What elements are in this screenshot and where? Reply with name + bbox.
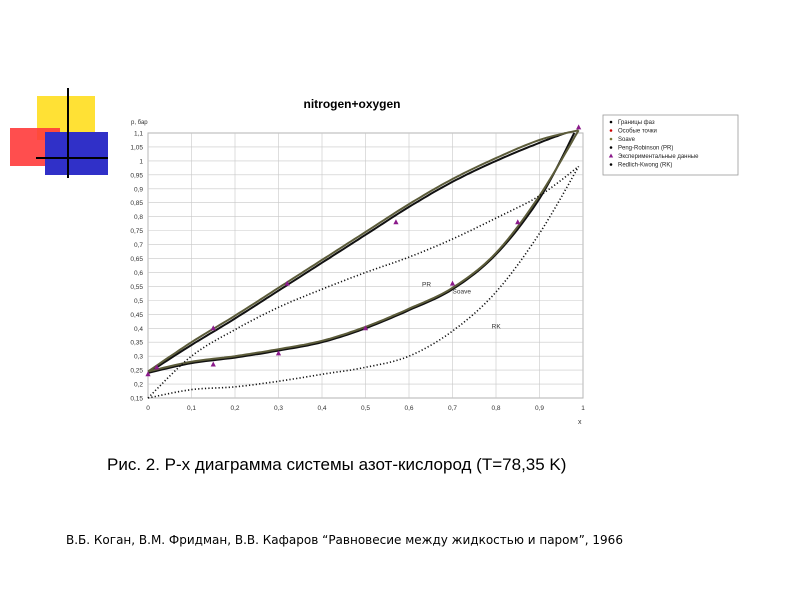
x-tick-label: 0	[146, 405, 150, 412]
pressure-composition-chart: nitrogen+oxygen p, бар x 0 0,1 0,2 0,3 0,4 0,…	[130, 97, 739, 426]
y-tick-label: 0,9	[134, 186, 143, 193]
source-reference: В.Б. Коган, В.М. Фридман, В.В. Кафаров “…	[66, 533, 623, 547]
annotation-soave: Soave	[453, 288, 472, 295]
y-axis-label: p, бар	[131, 120, 148, 126]
y-tick-label: 0,65	[130, 256, 143, 263]
legend-label: Soave	[618, 137, 636, 143]
y-tick-label: 1,1	[134, 131, 143, 138]
series-soave-bubble-curve	[147, 129, 579, 373]
legend-marker	[608, 153, 614, 158]
experimental-points	[145, 124, 582, 377]
y-tick-label: 0,35	[130, 340, 143, 347]
legend-marker	[609, 163, 613, 166]
series-pr-bubble-curve	[147, 132, 566, 374]
x-tick-label: 0,9	[535, 405, 544, 412]
y-tick-label: 0,45	[130, 312, 143, 319]
x-tick-label: 0,8	[491, 405, 500, 412]
x-tick-label: 0,7	[448, 405, 457, 412]
legend-label: Границы фаз	[618, 120, 655, 126]
legend: Границы фаз Особые точки Soave Peng-Robinso…	[602, 114, 739, 176]
legend-box	[602, 114, 739, 176]
experimental-point	[393, 219, 399, 225]
y-tick-label: 0,6	[134, 270, 143, 277]
annotation-pr: PR	[422, 281, 431, 288]
series-rk-bubble-curve	[147, 165, 580, 399]
y-tick-label: 0,15	[130, 396, 143, 403]
decor-vertical-line	[67, 88, 69, 178]
y-tick-label: 0,3	[134, 354, 143, 361]
experimental-point	[284, 280, 290, 286]
decor-blue-square	[45, 132, 108, 175]
experimental-point	[275, 350, 282, 356]
legend-label: Peng-Robinson (PR)	[618, 146, 673, 152]
experimental-point	[210, 325, 216, 331]
x-tick-label: 0,2	[230, 405, 239, 412]
x-tick-label: 0,1	[187, 405, 196, 412]
y-tick-label: 0,5	[134, 298, 143, 305]
y-tick-label: 0,7	[134, 242, 143, 249]
x-tick-label: 1	[581, 405, 585, 412]
x-tick-label: 0,4	[317, 405, 326, 412]
figure-caption: Рис. 2. P-x диаграмма системы азот-кисло…	[107, 455, 567, 474]
y-tick-label: 0,2	[134, 382, 143, 389]
y-tick-label: 0,25	[130, 368, 143, 375]
experimental-point	[449, 280, 456, 286]
x-tick-label: 0,3	[274, 405, 283, 412]
legend-label: Экспериментальные данные	[618, 154, 699, 160]
experimental-point	[210, 361, 216, 367]
y-tick-label: 0,95	[130, 172, 143, 179]
y-tick-label: 0,55	[130, 284, 143, 291]
experimental-point	[145, 371, 151, 377]
y-tick-label: 1,05	[130, 144, 143, 151]
y-tick-label: 0,4	[134, 326, 143, 333]
chart-title: nitrogen+oxygen	[303, 97, 400, 111]
x-tick-label: 0,6	[404, 405, 413, 412]
experimental-point	[362, 325, 369, 331]
legend-marker	[609, 146, 613, 149]
decor-horizontal-line	[36, 157, 108, 159]
legend-marker	[609, 129, 613, 132]
legend-marker	[609, 120, 613, 124]
x-axis-label: x	[578, 419, 582, 426]
x-tick-label: 0,5	[361, 405, 370, 412]
axis-ticks: 0 0,1 0,2 0,3 0,4 0,5 0,6 0,7 0,8 0,9 1 0,15 0,2 0,25…	[130, 131, 585, 413]
experimental-point	[576, 124, 582, 130]
experimental-point	[154, 364, 160, 370]
legend-label: Особые точки	[618, 129, 657, 135]
y-tick-label: 0,85	[130, 200, 143, 207]
annotation-rk: RK	[492, 323, 502, 330]
grid	[147, 132, 584, 399]
experimental-point	[515, 219, 521, 225]
annotations: PR Soave RK	[422, 281, 501, 330]
legend-label: Redlich-Kwong (RK)	[618, 163, 672, 169]
y-tick-label: 1	[139, 158, 143, 165]
y-tick-label: 0,8	[134, 214, 143, 221]
legend-marker	[609, 137, 613, 141]
y-tick-label: 0,75	[130, 228, 143, 235]
